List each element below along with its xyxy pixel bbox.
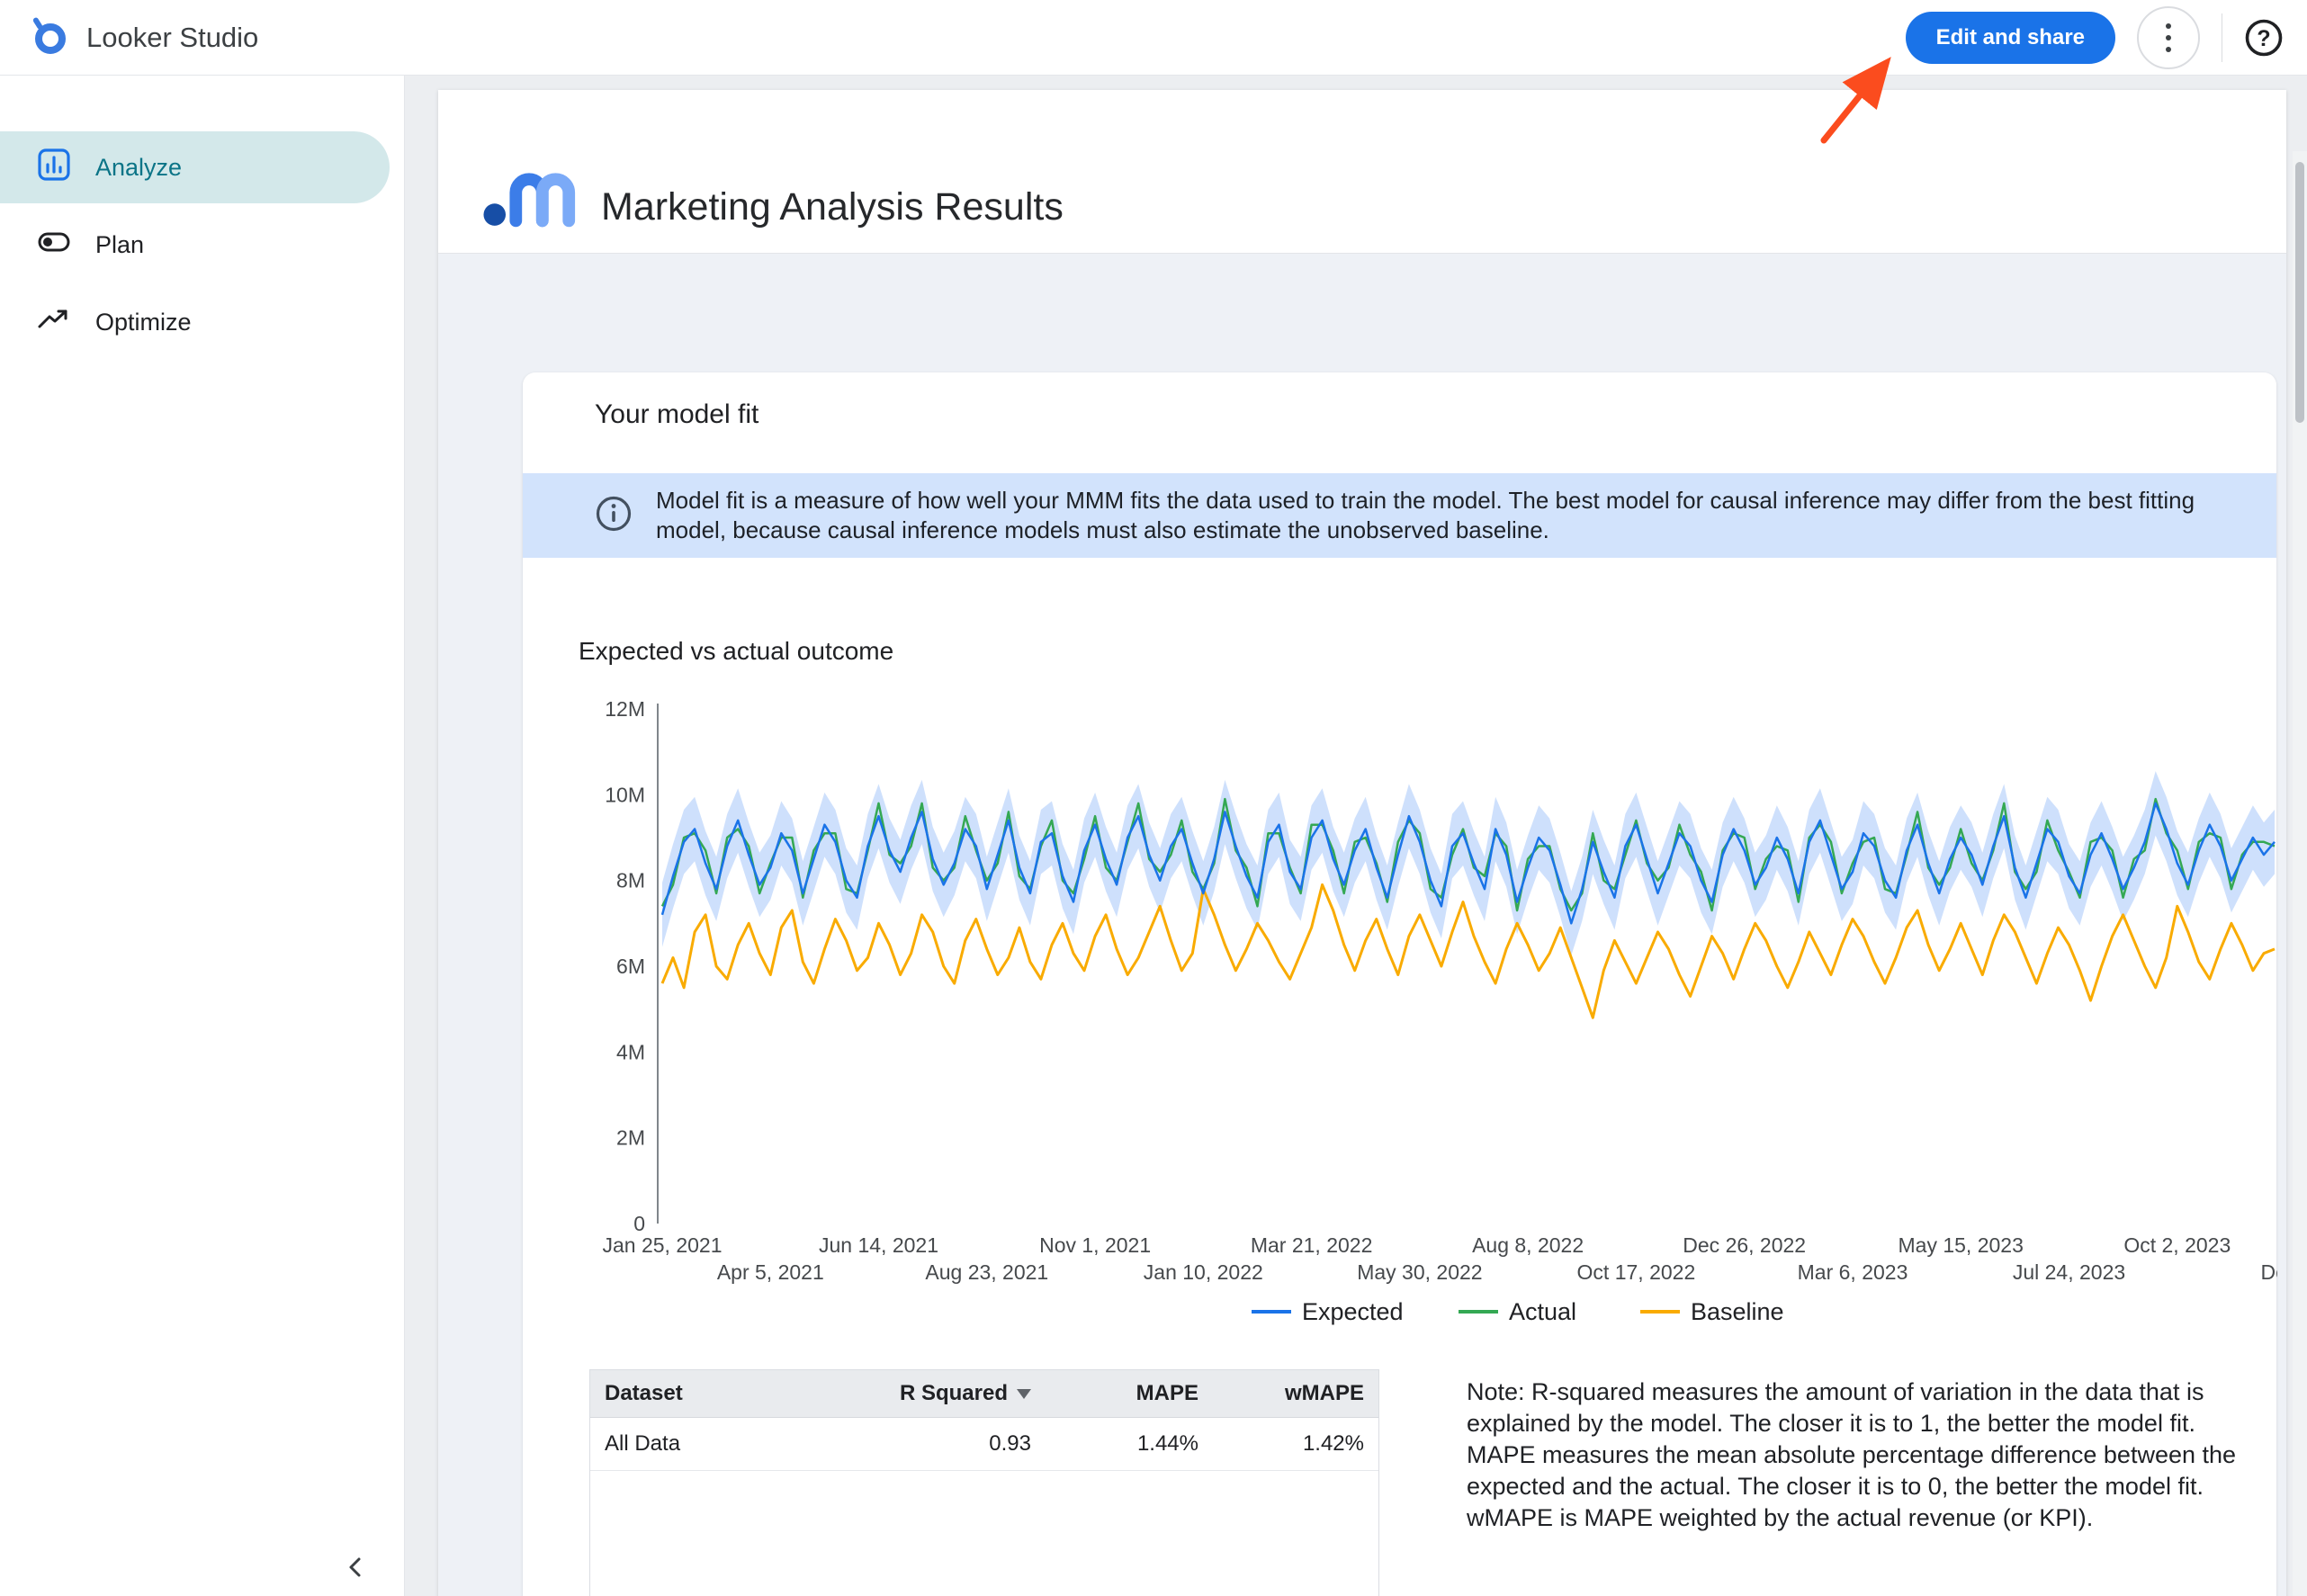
svg-text:4M: 4M bbox=[616, 1040, 645, 1063]
looker-studio-logo bbox=[27, 14, 68, 60]
sidebar-item-plan[interactable]: Plan bbox=[0, 209, 390, 281]
column-header-r-squared[interactable]: R Squared bbox=[815, 1370, 1046, 1418]
expected-vs-actual-chart[interactable]: 0 2M 4M 6M 8M 10M 12M Jan 25, 2021 Jun 14, 2021 N… bbox=[568, 693, 2277, 1331]
svg-text:Mar 6, 2023: Mar 6, 2023 bbox=[1798, 1260, 1908, 1284]
cell-mape: 1.44% bbox=[1046, 1417, 1213, 1471]
help-icon: ? bbox=[2245, 19, 2283, 56]
svg-text:Baseline: Baseline bbox=[1691, 1298, 1784, 1325]
kebab-icon bbox=[2166, 22, 2171, 29]
chart-heading: Expected vs actual outcome bbox=[579, 637, 894, 665]
svg-text:Nov 1, 2021: Nov 1, 2021 bbox=[1039, 1233, 1151, 1257]
svg-text:Dec 26, 2022: Dec 26, 2022 bbox=[1683, 1233, 1806, 1257]
toggle-icon bbox=[36, 224, 72, 266]
report-canvas: Marketing Analysis Results Your model fi… bbox=[405, 76, 2307, 1596]
more-options-button[interactable] bbox=[2137, 5, 2200, 69]
cell-wmape: 1.42% bbox=[1213, 1417, 1378, 1471]
info-banner-text: Model fit is a measure of how well your … bbox=[656, 487, 2195, 543]
column-header-wmape[interactable]: wMAPE bbox=[1213, 1370, 1378, 1418]
section-heading: Your model fit bbox=[595, 399, 759, 429]
info-banner: Model fit is a measure of how well your … bbox=[523, 473, 2276, 558]
model-fit-note: Note: R-squared measures the amount of v… bbox=[1467, 1378, 2237, 1531]
svg-text:Apr 5, 2021: Apr 5, 2021 bbox=[717, 1260, 824, 1284]
brand: Looker Studio bbox=[0, 14, 258, 60]
app-header: Looker Studio Edit and share ? bbox=[0, 0, 2307, 76]
svg-text:Jul 24, 2023: Jul 24, 2023 bbox=[2013, 1260, 2125, 1284]
trending-up-icon bbox=[36, 301, 72, 344]
sidebar-item-analyze[interactable]: Analyze bbox=[0, 131, 390, 203]
svg-text:Oct 17, 2022: Oct 17, 2022 bbox=[1577, 1260, 1696, 1284]
svg-text:Jun 14, 2021: Jun 14, 2021 bbox=[819, 1233, 938, 1257]
svg-text:Aug 23, 2021: Aug 23, 2021 bbox=[925, 1260, 1048, 1284]
svg-text:May 15, 2023: May 15, 2023 bbox=[1899, 1233, 2024, 1257]
svg-text:Jan 10, 2022: Jan 10, 2022 bbox=[1144, 1260, 1263, 1284]
cell-dataset: All Data bbox=[590, 1417, 815, 1471]
marketing-logo bbox=[482, 158, 579, 233]
sidebar-item-label: Analyze bbox=[95, 153, 183, 181]
svg-text:8M: 8M bbox=[616, 869, 645, 892]
model-fit-table: Dataset R Squared MAPE wMAPE All Data 0.… bbox=[589, 1369, 1379, 1596]
svg-text:Mar 21, 2022: Mar 21, 2022 bbox=[1251, 1233, 1373, 1257]
sidebar-item-label: Plan bbox=[95, 230, 145, 258]
svg-text:12M: 12M bbox=[605, 697, 645, 721]
model-fit-card: Your model fit Model fit is a measure of… bbox=[523, 372, 2277, 1596]
svg-text:Aug 8, 2022: Aug 8, 2022 bbox=[1472, 1233, 1584, 1257]
sidebar-item-optimize[interactable]: Optimize bbox=[0, 286, 390, 358]
svg-text:Jan 25, 2021: Jan 25, 2021 bbox=[602, 1233, 722, 1257]
svg-text:Actual: Actual bbox=[1509, 1298, 1576, 1325]
svg-text:0: 0 bbox=[633, 1212, 645, 1235]
svg-text:Dec: Dec bbox=[2261, 1260, 2277, 1284]
scrollbar-thumb[interactable] bbox=[2295, 162, 2304, 423]
vertical-scrollbar[interactable] bbox=[2293, 151, 2307, 1596]
column-header-dataset[interactable]: Dataset bbox=[590, 1370, 815, 1418]
app-title: Looker Studio bbox=[86, 21, 259, 53]
svg-text:2M: 2M bbox=[616, 1126, 645, 1150]
svg-text:Expected: Expected bbox=[1302, 1298, 1404, 1325]
column-header-mape[interactable]: MAPE bbox=[1046, 1370, 1213, 1418]
svg-text:?: ? bbox=[2257, 26, 2270, 51]
table-header-row: Dataset R Squared MAPE wMAPE bbox=[590, 1370, 1378, 1418]
svg-text:Oct 2, 2023: Oct 2, 2023 bbox=[2123, 1233, 2231, 1257]
collapse-sidebar-button[interactable] bbox=[333, 1547, 380, 1587]
info-icon bbox=[595, 495, 633, 537]
left-sidebar: Analyze Plan Optimize bbox=[0, 76, 405, 1596]
chevron-left-icon bbox=[349, 1557, 361, 1577]
sort-desc-icon bbox=[1017, 1389, 1031, 1400]
help-button[interactable]: ? bbox=[2244, 18, 2284, 58]
svg-text:10M: 10M bbox=[605, 783, 645, 806]
report-title: Marketing Analysis Results bbox=[601, 185, 1064, 229]
report-page: Marketing Analysis Results Your model fi… bbox=[438, 90, 2286, 1596]
svg-text:6M: 6M bbox=[616, 955, 645, 978]
edit-and-share-button[interactable]: Edit and share bbox=[1905, 11, 2115, 64]
report-body: Your model fit Model fit is a measure of… bbox=[438, 254, 2286, 1596]
table-row: All Data 0.93 1.44% 1.42% bbox=[590, 1417, 1378, 1471]
cell-r-squared: 0.93 bbox=[815, 1417, 1046, 1471]
report-header: Marketing Analysis Results bbox=[438, 90, 2286, 254]
sidebar-item-label: Optimize bbox=[95, 308, 192, 336]
analyze-chart-icon bbox=[36, 147, 72, 189]
svg-text:May 30, 2022: May 30, 2022 bbox=[1357, 1260, 1482, 1284]
